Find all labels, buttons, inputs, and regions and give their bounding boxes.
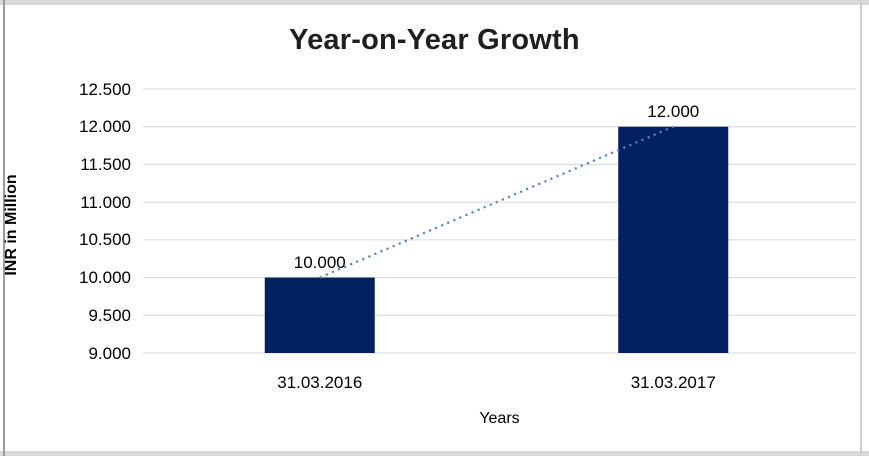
- y-tick-label: 11.500: [80, 154, 131, 174]
- y-tick-label: 10.000: [79, 268, 131, 288]
- y-tick-label: 12.500: [79, 79, 131, 99]
- x-tick-label: 31.03.2017: [630, 373, 716, 392]
- chart-title: Year-on-Year Growth: [289, 24, 580, 56]
- frame-right-border: [860, 0, 862, 456]
- data-label: 12.000: [647, 101, 700, 121]
- frame-bottom-border: [0, 451, 869, 456]
- x-tick-label: 31.03.2016: [277, 373, 363, 392]
- bar-31.03.2016: [264, 277, 375, 353]
- y-tick-label: 9.000: [88, 343, 131, 363]
- y-tick-label: 9.500: [88, 305, 131, 325]
- y-tick-label: 12.000: [79, 117, 131, 137]
- frame-left-border: [3, 0, 5, 456]
- trendline: [319, 125, 674, 279]
- frame-top-border: [0, 0, 869, 5]
- x-axis-title: Years: [479, 410, 520, 427]
- bar-31.03.2017: [618, 126, 729, 353]
- y-tick-label: 11.000: [80, 192, 131, 212]
- y-tick-label: 10.500: [79, 230, 131, 250]
- data-label: 10.000: [293, 252, 346, 272]
